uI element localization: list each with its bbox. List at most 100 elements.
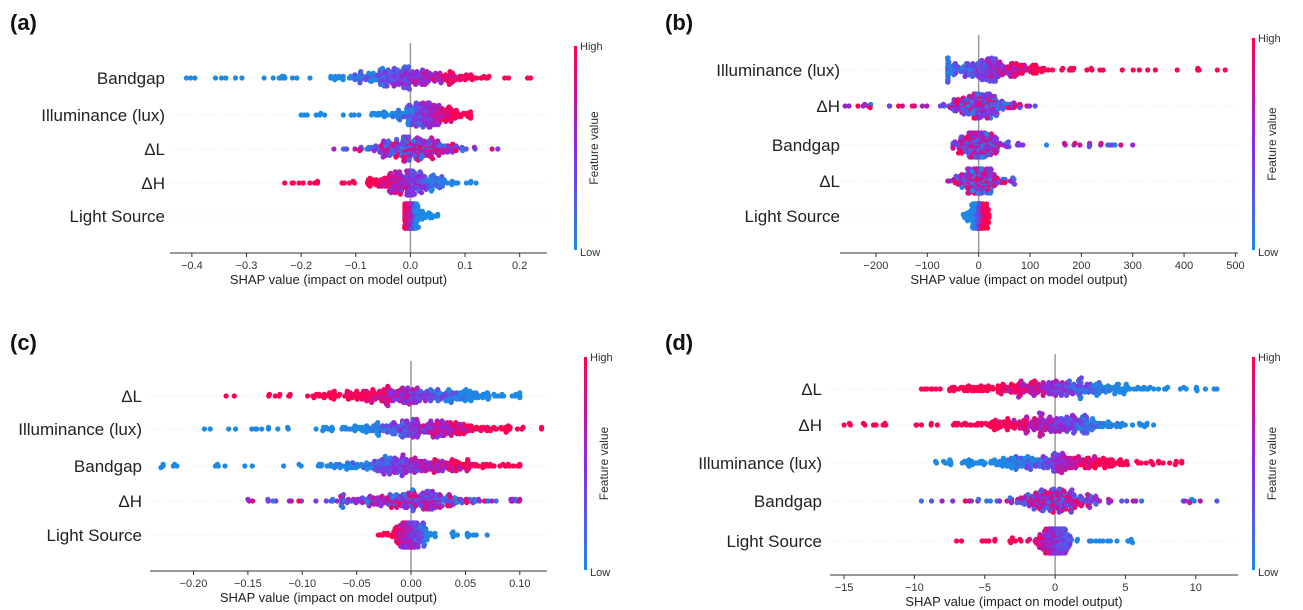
shap-point <box>396 493 402 499</box>
shap-point <box>995 73 1001 79</box>
shap-point <box>375 110 381 116</box>
shap-point <box>493 426 500 432</box>
shap-point <box>158 465 164 471</box>
shap-point <box>446 81 452 87</box>
shap-point <box>383 175 389 181</box>
shap-point <box>1078 375 1084 381</box>
shap-point <box>1030 62 1036 68</box>
shap-point <box>387 492 393 498</box>
x-tick-label: −5 <box>978 582 991 594</box>
shap-point <box>421 543 427 549</box>
shap-point <box>1018 70 1024 76</box>
shap-point <box>965 61 971 67</box>
colorbar-low-label: Low <box>1258 247 1278 259</box>
shap-point <box>281 463 287 469</box>
shap-point <box>1021 417 1027 423</box>
shap-point <box>424 101 431 107</box>
shap-point <box>1004 427 1011 433</box>
shap-point <box>945 55 951 61</box>
shap-point <box>1108 424 1114 430</box>
shap-point <box>483 461 489 467</box>
panel-2: (c)−0.20 −0.15 −0.10 −0.05 0.00 0.05 0.10SHAP … <box>10 330 613 605</box>
shap-point <box>459 500 465 506</box>
shap-point <box>347 390 353 396</box>
shap-point <box>448 148 454 154</box>
shap-point <box>1032 416 1038 422</box>
shap-point <box>403 174 409 180</box>
shap-point <box>1117 424 1124 430</box>
shap-point <box>453 77 459 83</box>
shap-point <box>405 385 411 391</box>
shap-point <box>510 463 516 469</box>
shap-point <box>1145 67 1151 73</box>
shap-point <box>416 398 422 404</box>
shap-point <box>381 109 387 115</box>
x-tick-label: −0.2 <box>290 260 312 272</box>
shap-point <box>437 492 443 498</box>
shap-point <box>1136 67 1142 73</box>
shap-point <box>415 174 421 180</box>
shap-point <box>984 91 991 97</box>
shap-point <box>517 390 523 396</box>
shap-point <box>439 418 445 424</box>
shap-point <box>313 498 319 504</box>
colorbar-low-label: Low <box>580 247 600 259</box>
shap-point <box>989 93 995 99</box>
shap-point <box>372 77 378 83</box>
shap-point <box>454 500 460 506</box>
shap-point <box>429 488 435 494</box>
shap-point <box>899 103 906 109</box>
shap-point <box>427 215 433 221</box>
shap-point <box>270 498 276 504</box>
shap-point <box>409 201 415 207</box>
shap-point <box>952 420 958 426</box>
shap-point <box>223 393 229 399</box>
shap-point <box>395 107 402 113</box>
shap-point <box>412 152 418 158</box>
shap-point <box>364 500 370 506</box>
shap-point <box>388 170 394 176</box>
shap-point <box>388 504 394 510</box>
shap-point <box>464 468 470 474</box>
shap-point <box>450 529 456 535</box>
shap-point <box>372 396 378 402</box>
shap-point <box>373 143 379 149</box>
shap-point <box>351 112 357 118</box>
shap-point <box>1043 142 1050 148</box>
shap-point <box>948 70 954 76</box>
shap-point <box>346 426 352 432</box>
shap-point <box>381 387 387 393</box>
shap-point <box>314 178 321 184</box>
shap-point <box>340 146 346 152</box>
shap-point <box>1002 180 1008 186</box>
shap-point <box>418 503 424 509</box>
shap-point <box>991 427 998 433</box>
shap-point <box>384 530 390 537</box>
feature-label: ΔH <box>816 97 840 116</box>
shap-point <box>405 122 411 128</box>
feature-label: Light Source <box>70 207 165 226</box>
shap-point <box>860 420 867 426</box>
shap-point <box>435 458 441 464</box>
shap-point <box>239 75 245 81</box>
shap-point <box>430 172 436 178</box>
shap-point <box>1118 142 1124 148</box>
shap-point <box>911 103 918 109</box>
shap-point <box>430 156 436 162</box>
shap-point <box>963 172 969 178</box>
shap-point <box>420 423 426 429</box>
shap-point <box>383 458 389 464</box>
shap-point <box>384 429 390 435</box>
shap-point <box>955 64 961 70</box>
shap-point <box>399 434 406 440</box>
shap-point <box>416 122 422 128</box>
shap-point <box>1127 386 1133 392</box>
shap-point <box>406 134 412 140</box>
shap-point <box>978 166 984 172</box>
shap-point <box>356 112 362 118</box>
shap-point <box>464 500 470 506</box>
shap-point <box>842 103 848 109</box>
shap-point <box>386 471 393 477</box>
feature-label: ΔH <box>798 416 822 435</box>
